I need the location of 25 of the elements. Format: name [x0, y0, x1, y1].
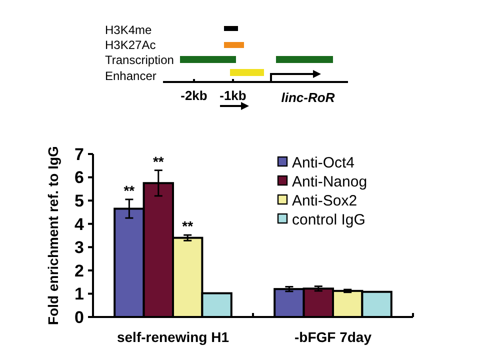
legend-label: control IgG	[292, 211, 366, 228]
text: -1kb	[220, 88, 246, 103]
y-tick-label: 1	[74, 284, 84, 304]
y-tick-label: 0	[74, 308, 84, 327]
text: linc-RoR	[281, 90, 336, 105]
text: -2kb	[180, 88, 208, 103]
y-tick-label: 7	[74, 144, 84, 164]
y-tick-label: 3	[74, 238, 84, 258]
text: H3K27Ac	[105, 38, 156, 52]
legend-label: Anti-Oct4	[292, 154, 355, 172]
legend-label: Anti-Sox2	[292, 192, 358, 210]
x-tick-label: self-renewing H1	[116, 329, 230, 345]
y-tick-label: 4	[74, 214, 85, 234]
text: Enhancer	[105, 69, 156, 83]
data-label: **	[182, 218, 194, 234]
legend-label: Anti-Nanog	[292, 173, 368, 190]
y-tick-label: 6	[74, 168, 84, 188]
y-tick-label: 5	[74, 192, 84, 211]
data-label: **	[152, 153, 164, 170]
text: Transcription	[105, 53, 174, 67]
y-tick-label: 2	[74, 261, 84, 280]
x-tick-label: -bFGF 7day	[294, 329, 372, 345]
y-axis-title: Fold enrichment ref. to IgG	[45, 146, 61, 325]
data-label: **	[124, 182, 136, 198]
text: H3K4me	[105, 23, 152, 37]
